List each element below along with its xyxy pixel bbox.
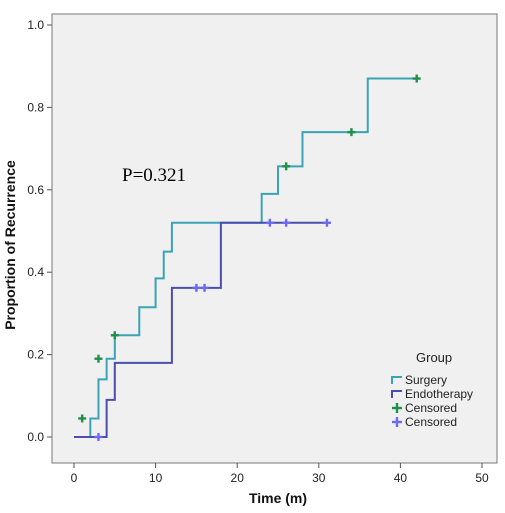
p-value-annotation: P=0.321 [122,165,186,186]
series-line-surgery [74,77,417,438]
censor-mark-endotherapy [265,218,274,227]
y-tick-label: 0.8 [27,100,44,114]
plot-background [51,13,498,464]
censor-mark-surgery [412,74,421,83]
censor-mark-surgery [282,162,291,171]
x-tick-label: 20 [231,471,245,485]
y-tick-label: 0.4 [27,265,44,279]
censor-mark-endotherapy [94,433,103,441]
censor-mark-endotherapy [282,218,291,227]
series-line-endotherapy [74,221,327,438]
legend-label: Surgery [405,373,447,387]
legend-item: Censored [392,401,457,415]
y-tick-label: 1.0 [27,18,44,32]
censor-marks [78,74,421,441]
censor-mark-surgery [110,331,119,340]
y-tick-label: 0.0 [27,430,44,444]
y-tick-label: 0.6 [27,183,44,197]
y-tick-label: 0.2 [27,348,44,362]
legend-label: Censored [405,415,457,429]
x-tick-label: 50 [475,471,489,485]
censor-mark-endotherapy [322,218,331,227]
series-lines [74,77,417,438]
legend-label: Censored [405,401,457,415]
axes: 0 10 20 30 40 50 0.0 0.2 0.4 0.6 0.8 1.0 [27,14,497,485]
x-tick-label: 0 [71,471,78,485]
legend-swatch-step [391,390,402,398]
legend-item: Censored [392,415,457,429]
censor-mark-endotherapy [192,283,201,292]
y-axis-title: Proportion of Recurrence [2,160,18,330]
x-tick-label: 30 [312,471,326,485]
censor-mark-endotherapy [200,283,209,292]
censor-mark-surgery [347,128,356,137]
legend-item: Surgery [391,373,447,387]
legend-label: Endotherapy [405,387,473,401]
legend-item: Endotherapy [391,387,473,401]
censor-mark-surgery [78,414,87,423]
x-tick-label: 10 [149,471,163,485]
x-axis-title: Time (m) [249,490,307,506]
legend-swatch-step [391,376,402,384]
x-tick-label: 40 [394,471,408,485]
legend-title: Group [416,350,452,365]
censor-mark-surgery [94,354,103,363]
